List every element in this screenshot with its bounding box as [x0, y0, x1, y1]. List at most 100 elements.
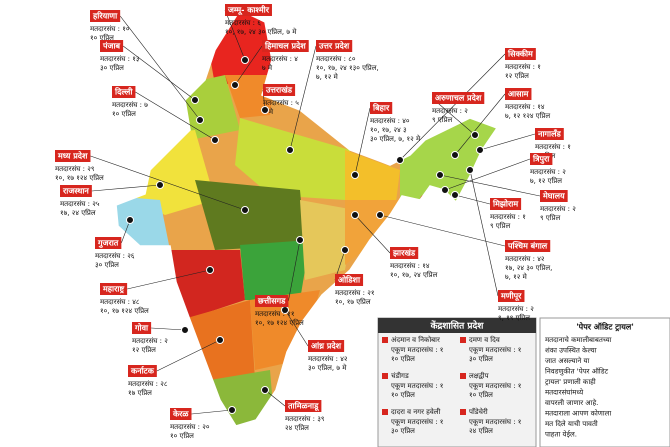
ut-name: चंडीगड	[391, 371, 409, 380]
leader-line	[90, 155, 246, 211]
state-name-box	[255, 295, 289, 307]
ut-name: दमण व दिव	[469, 335, 500, 344]
state-name: सिक्कीम	[507, 49, 534, 59]
state-name-box	[95, 237, 122, 249]
seat-count: मतदारसंघ : १	[490, 213, 526, 221]
state-marker	[181, 326, 189, 334]
leader-line	[122, 45, 196, 101]
seat-count: मतदारसंघ : ५	[263, 99, 299, 107]
poll-dates: ७ मे	[262, 63, 273, 72]
paper-box	[539, 317, 670, 447]
state-name-box	[112, 86, 136, 98]
seat-count: मतदारसंघ : ४	[262, 55, 298, 63]
state-name-box	[90, 10, 121, 22]
poll-dates: १७ एप्रिल	[128, 388, 152, 397]
ut-seats: एकूण मतदारसंघ : १	[391, 382, 443, 390]
seat-count: मतदारसंघ : १	[535, 143, 571, 151]
state-name-box	[225, 4, 272, 16]
state-name: दिल्ली	[114, 87, 133, 97]
ut-seats: एकूण मतदारसंघ : १	[469, 418, 521, 426]
state-name-box	[490, 198, 522, 210]
seat-count: मतदारसंघ : ११	[255, 310, 295, 318]
poll-dates: १७, २४ ३० एप्रिल,	[505, 263, 552, 272]
state-name: तामिळनाडू	[287, 401, 320, 412]
ut-name: पॉंडेचेरी	[469, 407, 488, 416]
poll-dates: ९ एप्रिल	[432, 115, 453, 124]
poll-dates: ३० एप्रिल, ७ मे	[308, 363, 347, 372]
state-name-box	[370, 102, 393, 114]
seat-count: मतदारसंघ : २	[432, 107, 468, 115]
seat-count: मतदारसंघ : ६	[225, 19, 261, 27]
state-name-box	[505, 240, 551, 252]
seat-count: मतदारसंघ : २	[132, 337, 168, 345]
ut-title: केंद्रशासित प्रदेश	[430, 320, 485, 332]
state-name-box	[100, 283, 128, 295]
state-name-box	[505, 48, 536, 60]
state-name-box	[540, 190, 568, 202]
state-name: महाराष्ट्र	[102, 285, 125, 294]
state-marker	[451, 151, 459, 159]
state-name: पश्चिम बंगाल	[507, 241, 548, 251]
leader-line	[264, 389, 286, 407]
leader-line	[469, 169, 499, 297]
poll-dates: १०, १७ एप्रिल	[335, 297, 371, 306]
leader-line	[354, 107, 371, 176]
poll-dates: १० एप्रिल	[90, 33, 114, 42]
state-marker	[206, 266, 214, 274]
state-name: मणीपूर	[500, 291, 522, 302]
seat-count: मतदारसंघ : ४८	[100, 298, 140, 306]
state-marker	[476, 146, 484, 154]
seat-count: मतदारसंघ : २६	[95, 252, 135, 260]
leader-line	[379, 214, 506, 247]
state-name-box	[263, 84, 296, 96]
paper-text: ट्रायल' प्रणाली काही	[545, 377, 596, 386]
state-name: जम्मू- काश्मीर	[227, 5, 270, 16]
state-name: मिझोराम	[492, 199, 519, 209]
seat-count: मतदारसंघ : २	[498, 305, 534, 313]
state-name: आसाम	[508, 90, 530, 99]
ut-bullet	[382, 373, 388, 379]
state-name: उत्तराखंड	[265, 86, 293, 95]
leader-line	[431, 97, 476, 136]
ut-name: अंदमान व निकोबार	[391, 335, 440, 344]
state-marker	[241, 206, 249, 214]
leader-line	[191, 409, 233, 415]
state-name: झारखंड	[392, 249, 416, 258]
poll-dates: १२ एप्रिल	[132, 345, 156, 354]
leader-line	[354, 214, 391, 254]
state-marker	[261, 386, 269, 394]
state-name: केरळ	[172, 409, 189, 419]
ut-name: लक्षद्वीप	[469, 371, 490, 380]
leader-line	[224, 9, 246, 61]
seat-count: मतदारसंघ : २९	[55, 165, 95, 173]
state-marker	[296, 236, 304, 244]
state-marker	[231, 81, 239, 89]
ut-seats: एकूण मतदारसंघ : १	[391, 346, 443, 354]
state-marker	[376, 211, 384, 219]
state-name-box	[285, 400, 322, 412]
paper-text: मत दिले याची पावती	[545, 419, 598, 428]
state-name: बिहार	[372, 103, 390, 113]
seat-count: मतदारसंघ : २	[530, 168, 566, 176]
state-marker	[286, 146, 294, 154]
seat-count: मतदारसंघ : ४२	[308, 355, 348, 363]
poll-dates: ९, १९ एप्रिल	[498, 313, 530, 322]
seat-count: मतदारसंघ : १	[505, 63, 541, 71]
state-marker	[341, 246, 349, 254]
seat-count: मतदारसंघ : ७	[112, 101, 148, 109]
poll-dates: १०, १७, २४ १३० एप्रिल,	[316, 63, 379, 72]
leader-line	[454, 93, 506, 156]
state-marker	[451, 191, 459, 199]
state-marker	[211, 136, 219, 144]
ut-date: ३० एप्रिल	[469, 354, 493, 363]
poll-dates: ९ एप्रिल	[490, 221, 511, 230]
state-marker	[216, 336, 224, 344]
poll-dates: १२ एप्रिल	[505, 71, 529, 80]
leader-line	[479, 133, 536, 151]
seat-count: मतदारसंघ : १३	[100, 55, 140, 63]
state-name-box	[262, 40, 309, 52]
ut-date: ३० एप्रिल	[391, 426, 415, 435]
state-name-box	[308, 340, 345, 352]
paper-text: शंका उपस्थित केल्या	[545, 346, 597, 355]
